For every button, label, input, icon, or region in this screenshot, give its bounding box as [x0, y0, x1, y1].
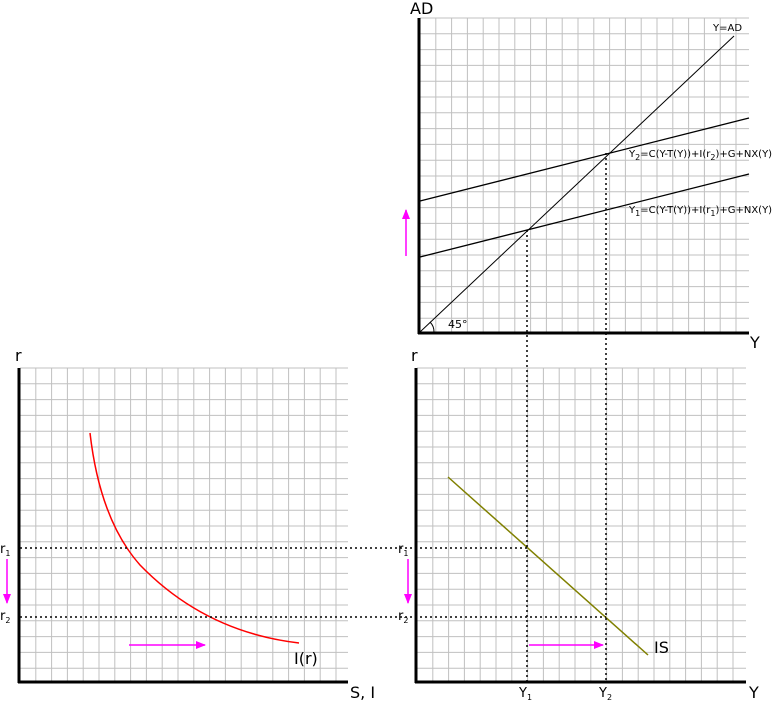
right-panel: r Y IS r1 r2 Y1 Y2 — [398, 346, 759, 702]
y2-label: Y2 — [598, 686, 612, 702]
left-panel-grid — [19, 367, 348, 682]
top-x-axis-label: Y — [749, 333, 760, 352]
is-curve — [447, 476, 649, 656]
top-panel-grid — [419, 17, 749, 333]
guide-lines — [20, 153, 607, 681]
right-panel-grid — [416, 367, 746, 682]
is-curve-label: IS — [654, 638, 669, 657]
ad-line-2 — [419, 117, 750, 202]
right-y-axis-label: r — [411, 346, 418, 365]
ad-line-2-label: Y2=C(Y-T(Y))+I(r2)+G+NX(Y) — [628, 149, 772, 162]
left-r2-label: r2 — [0, 609, 10, 625]
line-45-degree-label: Y=AD — [712, 23, 742, 34]
top-y-axis-label: AD — [410, 0, 433, 18]
angle-label: 45° — [448, 318, 468, 331]
y1-label: Y1 — [518, 686, 532, 702]
investment-curve — [89, 432, 300, 644]
investment-curve-label: I(r) — [294, 649, 318, 668]
right-x-axis-label: Y — [748, 683, 759, 702]
ad-line-1 — [419, 173, 750, 258]
angle-arc — [429, 321, 435, 333]
left-r1-label: r1 — [0, 542, 10, 558]
left-panel: r S, I I(r) r1 r2 — [0, 346, 375, 702]
right-r1-label: r1 — [398, 542, 408, 558]
line-45-degree — [419, 35, 735, 333]
top-panel: AD Y Y=AD 45° Y2=C(Y-T(Y))+I(r2)+G+NX(Y)… — [402, 0, 772, 352]
left-x-axis-label: S, I — [350, 683, 375, 702]
left-y-axis-label: r — [15, 346, 22, 365]
ad-line-1-label: Y1=C(Y-T(Y))+I(r1)+G+NX(Y) — [628, 205, 772, 218]
